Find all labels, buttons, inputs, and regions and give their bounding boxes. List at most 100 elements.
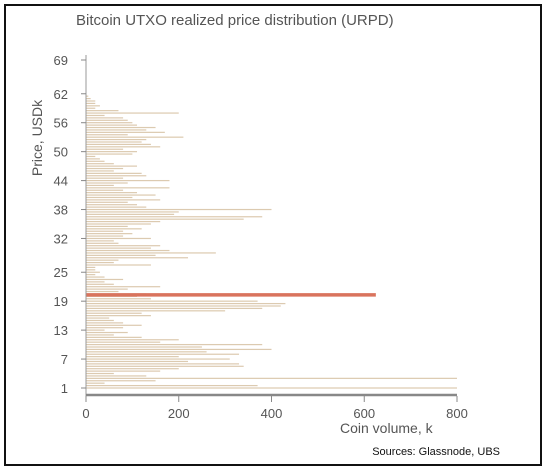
bar <box>86 235 124 237</box>
bar <box>86 317 110 319</box>
bar <box>86 225 128 228</box>
bar <box>86 242 119 244</box>
bar <box>86 172 142 174</box>
y-tick-label: 62 <box>54 87 68 102</box>
chart-frame <box>4 4 542 466</box>
y-tick-label: 1 <box>61 381 68 396</box>
bar <box>86 365 244 367</box>
bar <box>86 230 124 232</box>
bar <box>86 380 156 382</box>
bar <box>86 252 216 254</box>
bar <box>86 261 114 264</box>
bar <box>86 218 244 220</box>
bar <box>86 351 207 353</box>
bar <box>86 249 170 252</box>
axes-group: 0 200 400 600 800 1 7 13 19 25 32 38 44 50 56 62 69 <box>54 53 468 421</box>
x-tick-label: 600 <box>353 406 375 421</box>
bar <box>86 223 151 225</box>
bar <box>86 290 119 293</box>
bar <box>86 331 128 334</box>
bar <box>86 339 179 341</box>
bar <box>86 302 286 305</box>
bar <box>86 129 147 131</box>
y-tick-label: 32 <box>54 231 68 246</box>
bar <box>86 288 128 290</box>
bar <box>86 134 128 136</box>
bar <box>86 160 105 162</box>
bar <box>86 315 151 317</box>
bar <box>86 102 96 105</box>
bar <box>86 170 114 172</box>
bar <box>86 276 105 278</box>
bar <box>86 283 114 285</box>
bar <box>86 184 114 187</box>
y-tick-label: 25 <box>54 265 68 280</box>
bar <box>86 377 457 379</box>
bar <box>86 204 138 206</box>
bar <box>86 126 156 129</box>
chart-title: Bitcoin UTXO realized price distribution… <box>76 12 394 29</box>
bar <box>86 334 114 336</box>
bar <box>86 286 161 288</box>
bar <box>86 141 142 143</box>
bar <box>86 117 124 119</box>
y-tick-label: 13 <box>54 323 68 338</box>
bar <box>86 151 138 153</box>
bar <box>86 310 226 312</box>
bar <box>86 322 124 324</box>
bar <box>86 281 105 283</box>
bar <box>86 148 124 150</box>
bar <box>86 228 142 230</box>
bar <box>86 336 142 338</box>
bar <box>86 182 128 184</box>
bar <box>86 146 161 148</box>
y-axis-label: Price, USDk <box>29 99 45 176</box>
bar <box>86 305 281 307</box>
bar <box>86 245 161 247</box>
bar <box>86 216 263 218</box>
bar <box>86 264 151 266</box>
bar <box>86 220 161 223</box>
bar <box>86 269 96 271</box>
bar <box>86 240 114 242</box>
bar <box>86 341 161 343</box>
bar <box>86 196 133 199</box>
bar <box>86 95 89 97</box>
bar <box>86 368 179 370</box>
bar <box>86 257 189 259</box>
x-tick-label: 800 <box>446 406 468 421</box>
bar <box>86 358 230 360</box>
x-tick-label: 400 <box>261 406 283 421</box>
bar <box>86 233 133 235</box>
bar <box>86 375 147 377</box>
bar <box>86 387 457 389</box>
bar <box>86 307 263 310</box>
bar <box>86 346 202 348</box>
bar <box>86 327 124 329</box>
bar <box>86 247 151 249</box>
bar <box>86 192 138 194</box>
bar <box>86 278 124 281</box>
bar <box>86 131 165 133</box>
y-tick-label: 69 <box>54 53 68 68</box>
bar <box>86 271 100 273</box>
bar <box>86 167 124 170</box>
bar <box>86 201 128 203</box>
bar <box>86 163 114 165</box>
bar <box>86 110 119 112</box>
bar <box>86 208 272 211</box>
y-tick-label: 56 <box>54 116 68 131</box>
bar <box>86 254 156 256</box>
y-tick-label: 19 <box>54 294 68 309</box>
bar <box>86 372 114 375</box>
bar <box>86 274 96 276</box>
bar <box>86 363 240 365</box>
bar <box>86 300 258 302</box>
bar <box>86 199 161 201</box>
bar <box>86 105 100 107</box>
bar <box>86 194 156 196</box>
y-tick-label: 50 <box>54 145 68 160</box>
y-tick-label: 44 <box>54 174 68 189</box>
bar <box>86 143 151 146</box>
